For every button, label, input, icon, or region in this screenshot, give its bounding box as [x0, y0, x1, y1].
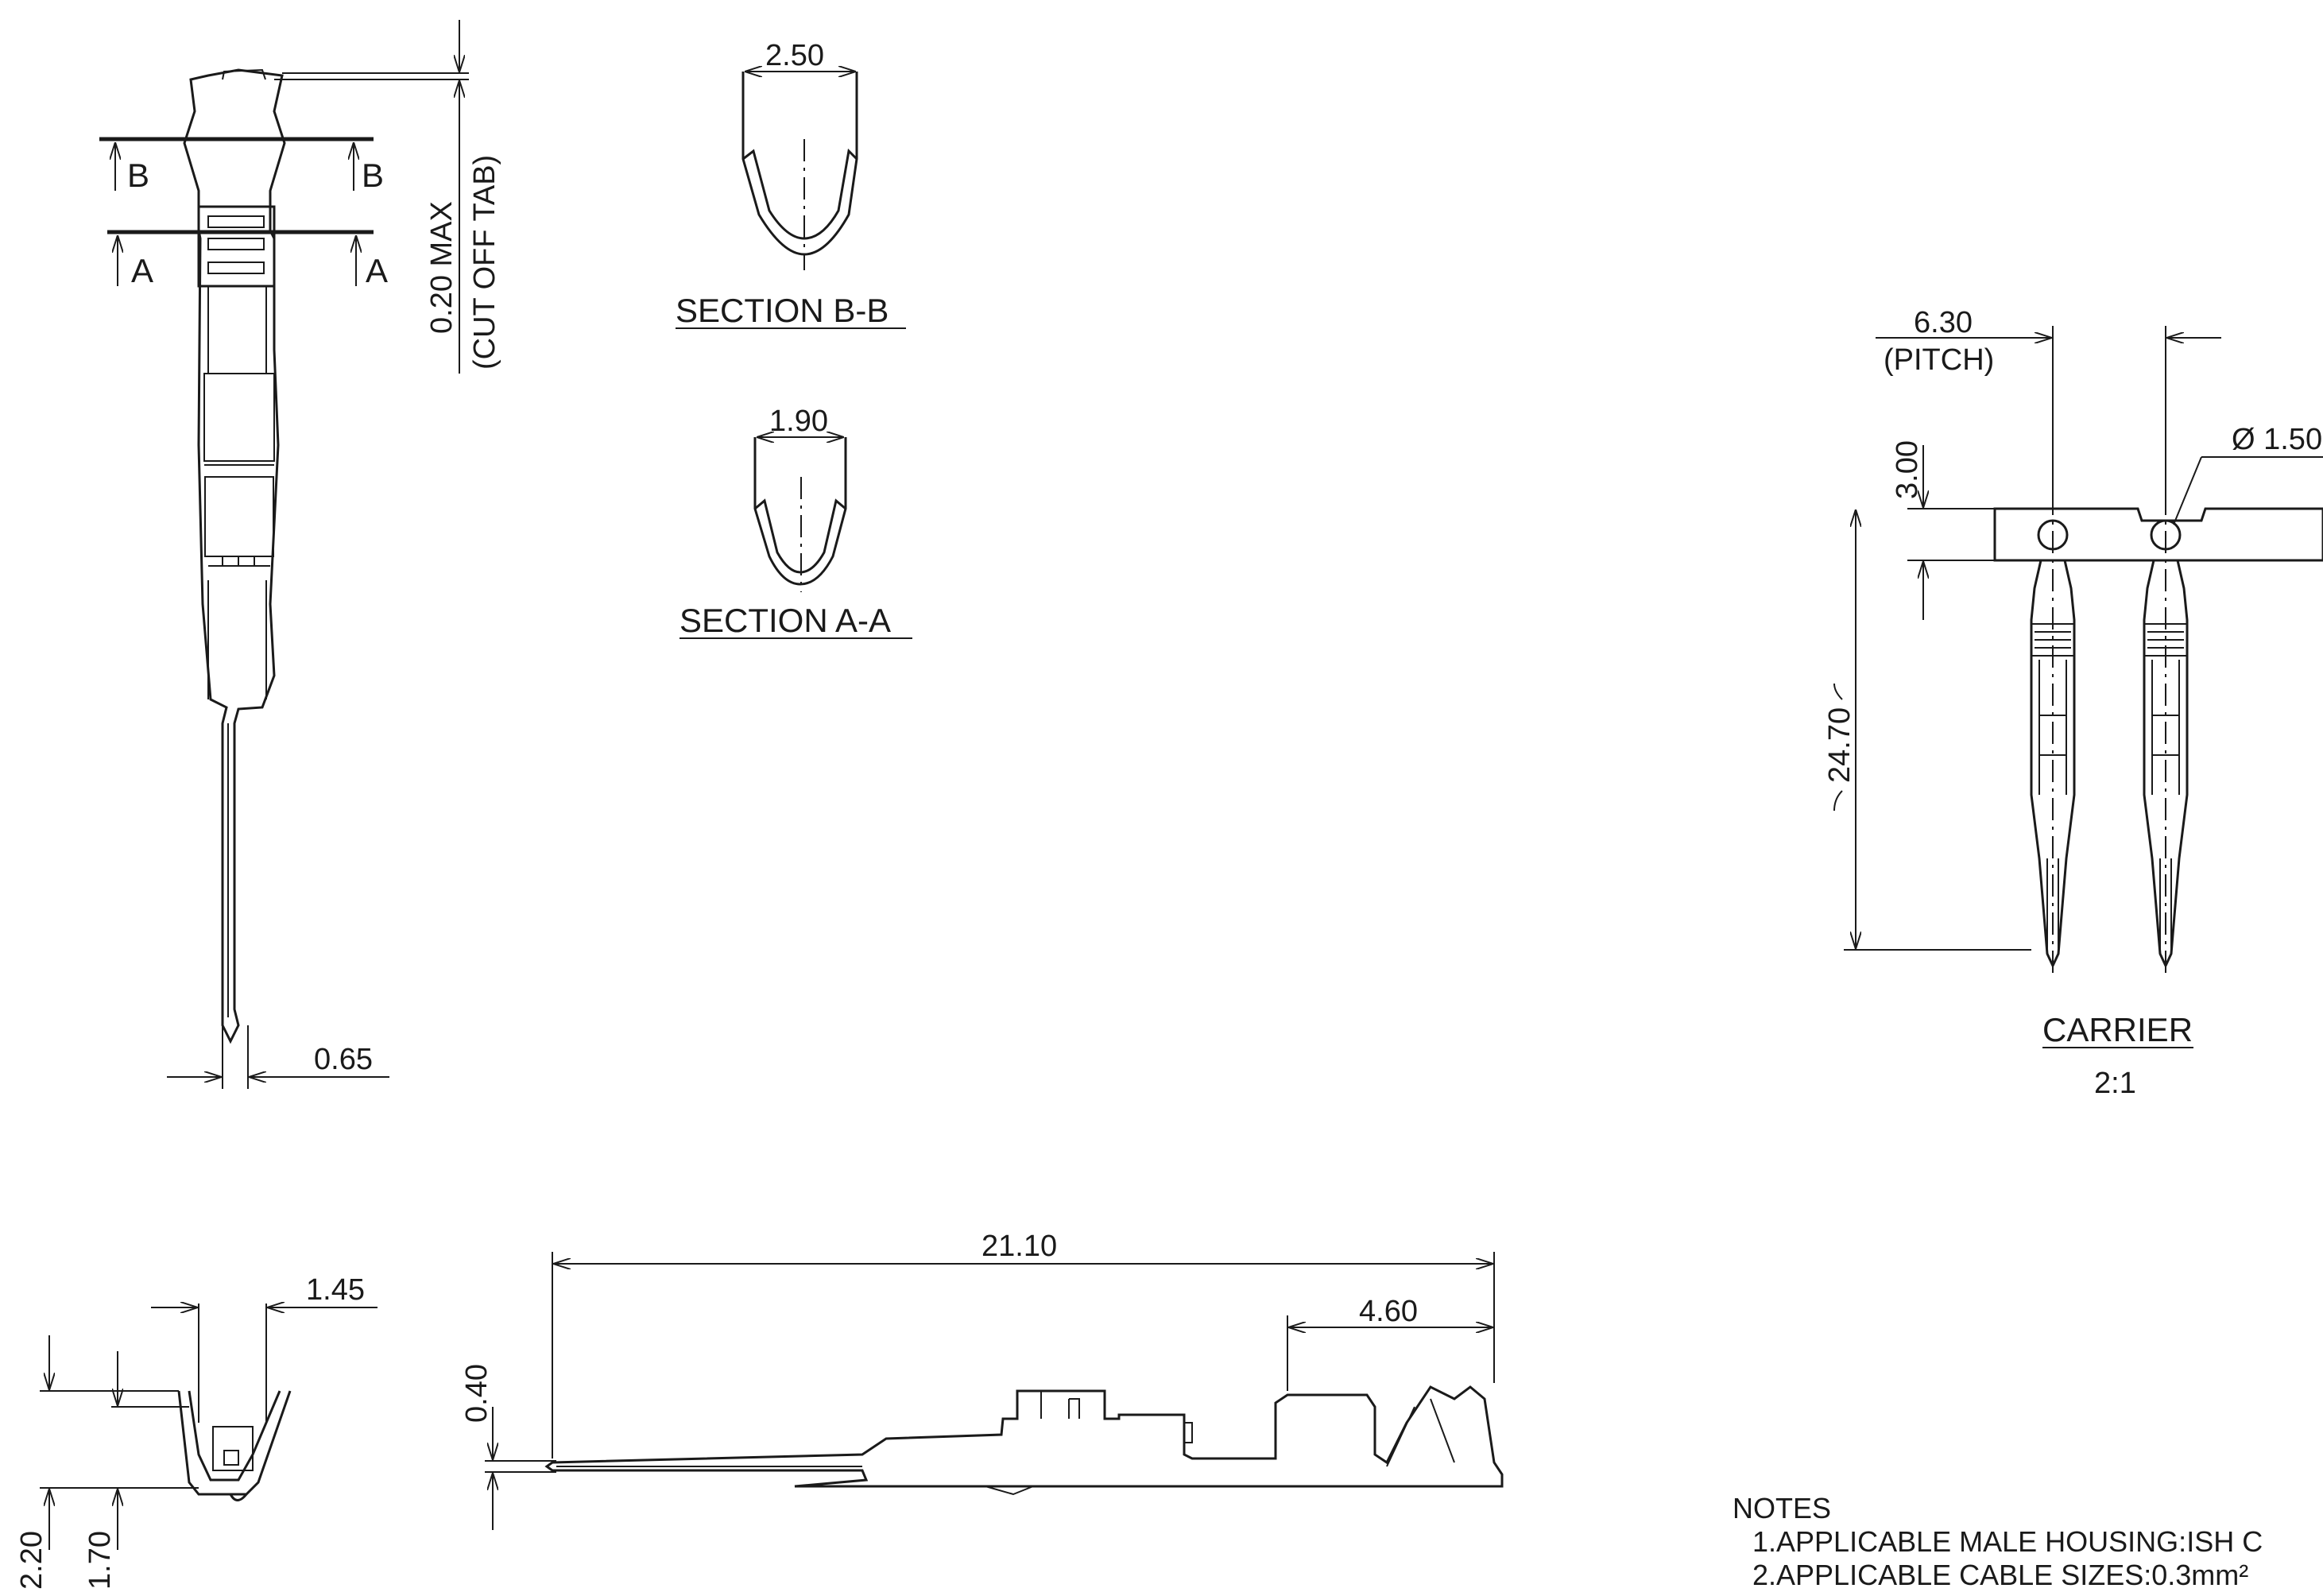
end-outer-height-dim: 2.20	[15, 1531, 48, 1590]
carrier-pitch-label: (PITCH)	[1884, 343, 1994, 377]
end-width-dim: 1.45	[306, 1273, 365, 1307]
section-b-b: 2.50 SECTION B-B	[676, 39, 906, 329]
section-a-a-title: SECTION A-A	[679, 602, 891, 639]
carrier-scale: 2:1	[2094, 1067, 2136, 1100]
carrier-pitch-dim: 6.30	[1914, 306, 1973, 339]
section-mark-a-right: A	[366, 252, 388, 289]
end-inner-height-dim: 1.70	[83, 1531, 117, 1590]
section-a-a: 1.90 SECTION A-A	[679, 405, 912, 639]
front-view: B B A A 0.20 MAX (CUT OFF TAB) 0.65	[99, 20, 501, 1089]
section-mark-a-left: A	[131, 252, 153, 289]
side-crimp-dim: 4.60	[1359, 1295, 1418, 1328]
cutoff-dim: 0.20 MAX	[425, 201, 459, 334]
cutoff-note: (CUT OFF TAB)	[468, 155, 501, 370]
pin-width-dim: 0.65	[314, 1043, 373, 1076]
carrier-title: CARRIER	[2042, 1011, 2193, 1048]
section-b-b-width-dim: 2.50	[765, 39, 824, 72]
section-a-a-width-dim: 1.90	[769, 405, 828, 438]
notes-block: NOTES 1.APPLICABLE MALE HOUSING:ISH C 2.…	[1733, 1492, 2263, 1591]
note-item: 1.APPLICABLE MALE HOUSING:ISH C	[1752, 1525, 2263, 1558]
side-view: 21.10 4.60 0.40	[460, 1230, 1504, 1530]
carrier-overall-dim: 24.70	[1823, 707, 1856, 783]
section-mark-b-right: B	[362, 157, 384, 194]
side-pin-height-dim: 0.40	[460, 1364, 494, 1423]
carrier-hole-dim: Ø 1.50	[2232, 423, 2322, 456]
carrier-strip-dim: 3.00	[1891, 440, 1924, 499]
section-b-b-title: SECTION B-B	[676, 292, 889, 329]
note-item: 2.APPLICABLE CABLE SIZES:0.3mm²	[1752, 1559, 2248, 1591]
notes-heading: NOTES	[1733, 1492, 1831, 1524]
end-view: 1.45 2.20 1.70	[15, 1273, 377, 1590]
side-length-dim: 21.10	[981, 1230, 1057, 1263]
section-mark-b-left: B	[127, 157, 149, 194]
carrier-view: 6.30 (PITCH) Ø 1.50 3.00 24.70 CARRIER 2…	[1823, 306, 2323, 1100]
